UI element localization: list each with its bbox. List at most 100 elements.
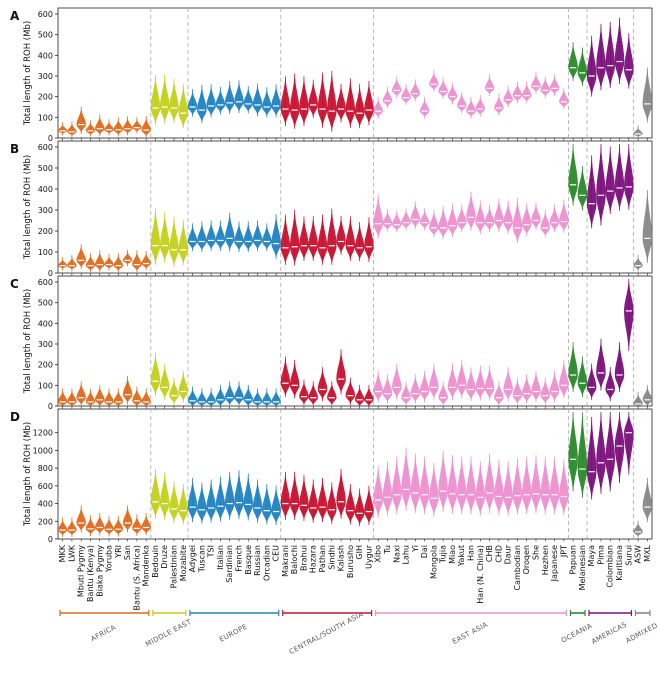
violin <box>559 90 569 109</box>
panel-letter: D <box>10 410 20 424</box>
violin <box>419 211 430 229</box>
violin <box>447 458 458 512</box>
violin <box>354 387 365 407</box>
violin <box>95 515 105 534</box>
violin <box>206 223 216 250</box>
y-tick-label: 600 <box>38 278 53 287</box>
violin <box>215 387 226 407</box>
violin <box>540 380 550 404</box>
violin <box>85 255 96 271</box>
x-tick-label: CEU <box>272 545 281 562</box>
violin <box>243 387 253 407</box>
violin <box>336 218 346 253</box>
violin <box>540 459 550 513</box>
x-tick-label: Bantu (Kenya) <box>86 545 95 602</box>
violin <box>76 109 86 133</box>
x-tick-label: Xibo <box>374 545 383 563</box>
x-tick-label: Melanesian <box>578 545 587 590</box>
x-tick-label: Biaka Pygmy <box>95 545 104 597</box>
x-tick-label: Italian <box>216 545 225 570</box>
violin <box>549 459 560 513</box>
violin <box>494 96 504 115</box>
x-tick-label: Mbuti Pygmy <box>77 545 86 597</box>
violin <box>364 488 374 524</box>
violin <box>401 86 411 104</box>
violin <box>596 146 606 224</box>
violin <box>642 70 653 121</box>
violin <box>642 192 653 262</box>
violin <box>494 462 504 514</box>
violin <box>586 38 597 95</box>
violin <box>234 224 244 251</box>
x-tick-label: Cambodian <box>513 545 522 591</box>
violin <box>243 224 253 251</box>
violin <box>122 378 133 404</box>
violin <box>410 204 421 228</box>
violin <box>605 414 615 490</box>
violin <box>586 420 597 498</box>
violin <box>299 477 309 520</box>
violin <box>252 86 263 116</box>
violin <box>642 480 653 521</box>
x-tick-label: CHB <box>485 545 494 562</box>
y-axis-label: Total length of ROH (Mb) <box>23 289 33 394</box>
panel-C: 0 100 200 300 400 500 600 Total length of ROH (… <box>10 275 653 411</box>
x-tick-label: Balochi <box>290 545 299 574</box>
violin <box>327 384 337 406</box>
x-tick-label: Daur <box>504 544 513 564</box>
violin <box>540 212 550 237</box>
violin <box>438 453 448 511</box>
violin <box>401 211 411 229</box>
violin <box>150 471 161 517</box>
y-tick-label: 500 <box>38 31 53 40</box>
violin <box>466 370 476 400</box>
x-tick-label: Tuscan <box>197 545 206 573</box>
violin <box>531 458 541 512</box>
violin <box>354 87 365 127</box>
panel-frame <box>57 275 653 407</box>
violin <box>197 485 207 522</box>
violin <box>169 380 179 404</box>
violin <box>132 389 142 407</box>
violin <box>57 391 68 407</box>
region-label: EAST ASIA <box>451 621 489 646</box>
violin <box>280 359 291 396</box>
x-tick-label: Karitiana <box>615 545 624 581</box>
violin <box>234 473 244 518</box>
x-tick-label: JPT <box>559 545 568 558</box>
violin <box>122 118 133 134</box>
violin <box>67 123 77 136</box>
violin <box>178 373 189 402</box>
violin <box>160 474 170 518</box>
x-tick-label: ASW <box>634 545 643 564</box>
violin <box>466 459 476 513</box>
violin <box>531 205 541 229</box>
violin <box>512 461 523 513</box>
violin <box>633 522 643 537</box>
region-label: EUROPE <box>218 623 249 644</box>
y-tick-label: 400 <box>38 185 53 194</box>
y-axis-label: Total length of ROH (Mb) <box>23 21 33 126</box>
violin <box>457 207 467 231</box>
violin <box>122 508 133 532</box>
violin <box>262 90 272 117</box>
violin <box>457 362 467 397</box>
x-tick-label: Colombian <box>606 545 615 588</box>
violin <box>187 226 198 250</box>
x-tick-label: Bedouin <box>151 545 160 578</box>
violin <box>401 450 411 509</box>
x-tick-label: Pathan <box>318 545 327 573</box>
violin <box>484 207 495 231</box>
violin <box>169 81 179 122</box>
y-tick-label: 300 <box>38 340 53 349</box>
violin <box>512 380 523 404</box>
x-tick-label: Han (N. China) <box>476 545 485 604</box>
violin <box>568 414 578 490</box>
violin <box>364 84 374 124</box>
violin <box>549 373 560 402</box>
violin <box>178 487 189 523</box>
x-tick-label: Pima <box>596 545 605 565</box>
violin <box>197 87 207 122</box>
y-tick-label: 200 <box>38 361 53 370</box>
x-tick-label: GIH <box>355 545 364 560</box>
